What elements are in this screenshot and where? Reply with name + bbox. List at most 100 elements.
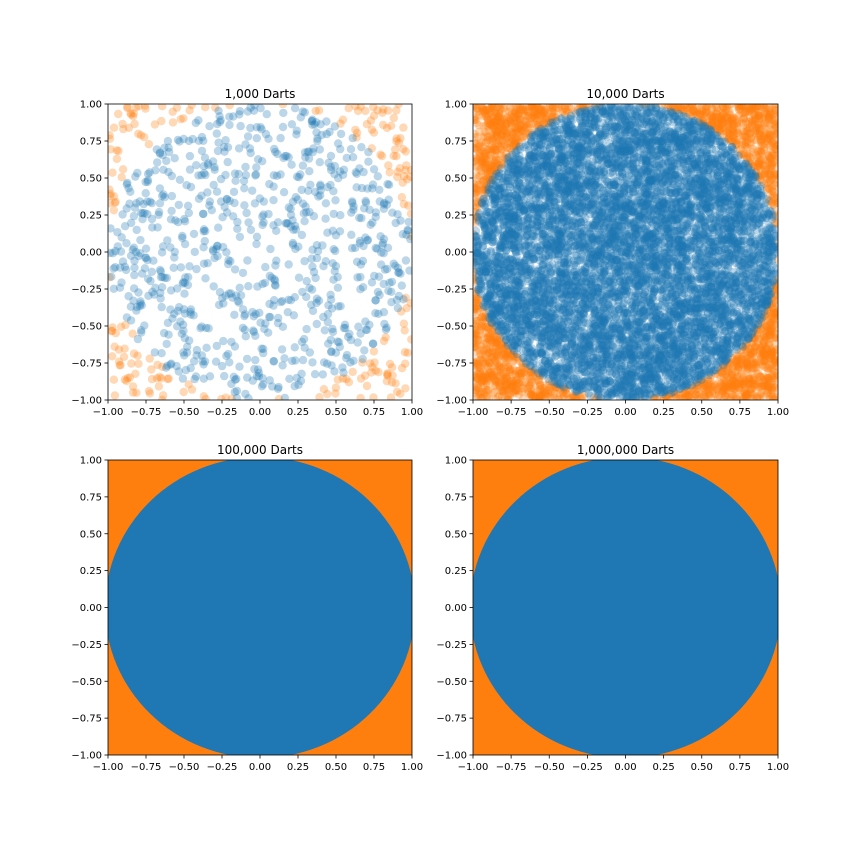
dart-point-outside [114, 345, 124, 354]
dart-point-outside [737, 140, 747, 150]
dart-point-inside [253, 155, 263, 164]
dart-point-outside [187, 385, 197, 394]
dart-point-outside [580, 390, 589, 399]
dart-point-outside [748, 118, 757, 128]
dart-point-inside [270, 144, 279, 154]
dart-point-inside [230, 169, 240, 178]
dart-point-inside [380, 265, 390, 274]
dart-point-outside [484, 122, 493, 131]
dart-point-inside [253, 282, 262, 291]
dart-point-inside [326, 162, 335, 172]
dart-point-inside [365, 320, 374, 329]
dart-point-inside [297, 185, 306, 195]
dart-point-inside [134, 251, 143, 261]
dart-point-outside [144, 140, 154, 149]
dart-point-outside [108, 326, 116, 336]
dart-point-inside [137, 301, 146, 310]
dart-point-outside [692, 110, 702, 119]
dart-point-outside [754, 171, 763, 180]
dart-point-outside [527, 395, 536, 400]
dart-point-inside [357, 183, 367, 193]
dart-point-outside [476, 364, 485, 373]
dart-point-outside [742, 360, 751, 369]
dart-point-inside [323, 183, 332, 192]
dart-point-inside [312, 128, 321, 137]
dart-point-inside [178, 233, 187, 243]
dart-point-inside [215, 288, 225, 297]
dart-point-inside [150, 348, 159, 357]
dart-point-outside [735, 104, 744, 114]
dart-point-outside [158, 104, 167, 111]
dart-point-inside [158, 191, 167, 201]
dart-point-inside [308, 245, 317, 254]
dart-point-outside [152, 374, 162, 383]
dart-point-inside [287, 160, 296, 169]
dart-point-outside [515, 378, 524, 388]
dart-point-inside [393, 210, 402, 219]
dart-point-inside [272, 226, 281, 235]
dart-point-outside [164, 374, 173, 383]
dart-point-outside [130, 119, 139, 129]
dart-point-inside [378, 238, 388, 248]
dart-point-inside [141, 177, 150, 187]
dart-point-inside [296, 376, 306, 386]
dart-point-inside [178, 279, 187, 288]
dart-point-inside [327, 347, 336, 356]
dart-point-inside [176, 263, 186, 272]
dart-point-inside [122, 239, 131, 248]
dart-point-inside [222, 194, 231, 204]
dart-point-inside [224, 259, 233, 269]
dart-point-inside [129, 296, 138, 305]
dart-point-outside [367, 144, 376, 153]
dart-point-inside [326, 180, 335, 190]
dart-point-inside [150, 290, 159, 299]
dart-point-outside [394, 138, 404, 148]
dart-point-inside [265, 271, 274, 280]
dart-point-outside [385, 359, 395, 369]
dart-point-outside [134, 129, 143, 138]
dart-point-outside [473, 339, 481, 349]
dart-point-inside [308, 358, 317, 367]
dart-point-inside [173, 284, 182, 293]
dart-point-outside [526, 391, 536, 400]
dart-point-inside [158, 242, 168, 251]
dart-point-inside [154, 207, 164, 217]
x-tick-label: 0.25 [287, 407, 309, 418]
dart-point-outside [369, 111, 379, 120]
dart-point-outside [407, 335, 412, 344]
dart-point-inside [301, 153, 310, 162]
dart-point-inside [394, 268, 403, 277]
dart-point-outside [725, 107, 734, 116]
dart-point-inside [327, 361, 336, 370]
dart-point-outside [278, 104, 288, 109]
dart-point-outside [765, 375, 774, 384]
dart-point-outside [108, 191, 115, 200]
dart-point-inside [192, 264, 201, 274]
dart-point-inside [113, 242, 123, 251]
dart-point-outside [772, 158, 778, 168]
dart-point-inside [335, 227, 345, 236]
dart-point-outside [351, 104, 360, 111]
dart-point-inside [308, 120, 317, 129]
dart-point-inside [291, 193, 300, 202]
dart-point-inside [283, 219, 293, 228]
dart-point-inside [314, 296, 324, 305]
dart-point-inside [282, 219, 291, 228]
dart-point-inside [260, 324, 269, 334]
dart-point-inside [361, 198, 371, 207]
dart-point-inside [140, 321, 149, 330]
dart-point-inside [348, 153, 358, 162]
dart-point-inside [269, 171, 278, 180]
dart-point-inside [379, 279, 388, 289]
dart-point-inside [149, 256, 158, 265]
dart-point-inside [280, 393, 289, 400]
dart-point-outside [114, 109, 123, 119]
dart-point-outside [473, 204, 480, 213]
dart-point-outside [396, 134, 405, 143]
dart-point-outside [358, 358, 367, 367]
dart-point-inside [155, 148, 165, 157]
dart-point-outside [487, 369, 496, 378]
dart-point-inside [167, 359, 176, 368]
dart-point-inside [220, 202, 229, 212]
dart-point-inside [221, 136, 230, 145]
